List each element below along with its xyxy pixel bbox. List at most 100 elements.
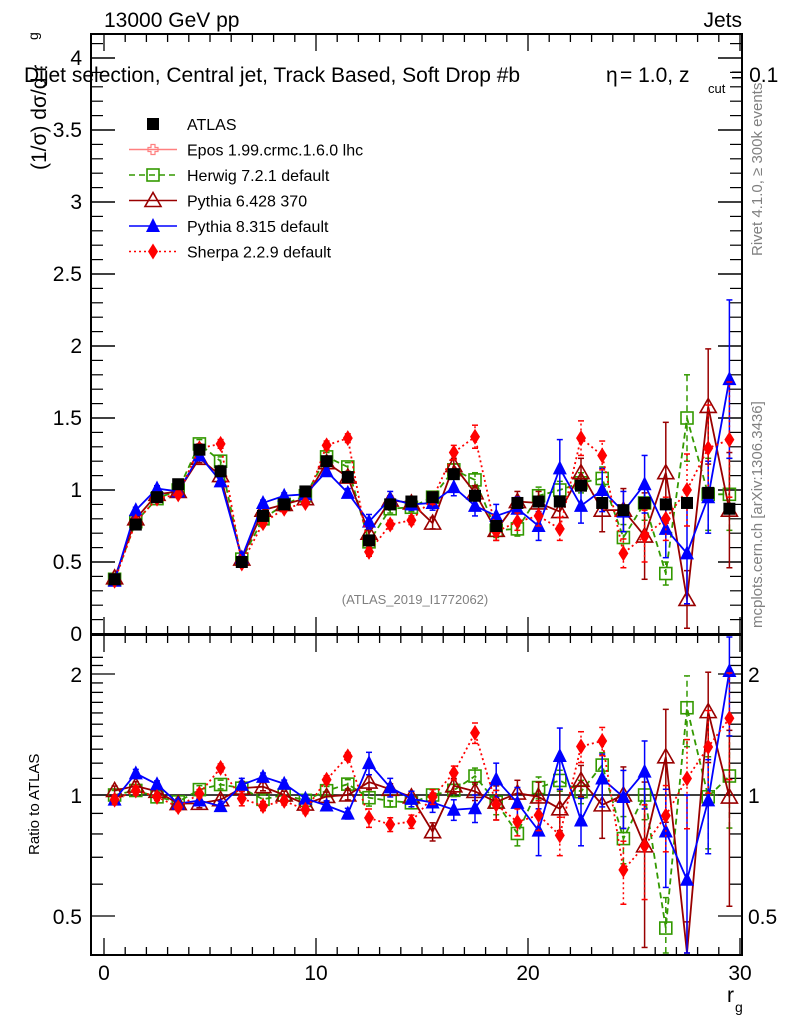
legend: ATLAS Epos 1.99.crmc.1.6.0 lhc Herwig 7.2.…	[129, 117, 363, 262]
main-y-tick-label: 2.5	[53, 263, 82, 286]
data-point	[362, 755, 376, 770]
ratio-y-label: Ratio to ATLAS	[26, 754, 43, 855]
data-point	[722, 371, 737, 386]
data-point	[720, 787, 739, 804]
data-point	[554, 827, 565, 844]
data-point	[637, 763, 652, 778]
data-point	[338, 785, 358, 802]
data-point	[658, 566, 673, 581]
main-y-label-sub: g	[25, 32, 41, 40]
data-point	[277, 775, 292, 790]
data-point	[362, 790, 376, 805]
data-point	[597, 447, 608, 464]
data-point	[128, 502, 143, 517]
legend-marker	[148, 243, 158, 260]
data-point	[446, 801, 461, 816]
data-point	[703, 739, 714, 756]
data-point	[511, 496, 524, 509]
legend-label: Sherpa 2.2.9 default	[187, 245, 332, 262]
data-point	[698, 396, 718, 414]
data-point	[278, 498, 291, 511]
data-point	[109, 791, 120, 808]
subtitle-sub: cut	[708, 81, 726, 96]
ratio-panel: 0.5 0.5 1 1 2 2 0 10 20 30	[53, 634, 777, 985]
data-point	[300, 494, 311, 511]
series-sherpa-2-2-9-default	[109, 672, 735, 905]
data-point	[213, 473, 228, 488]
data-point	[173, 799, 184, 816]
data-point	[321, 437, 332, 454]
data-point	[299, 485, 312, 498]
data-point	[529, 787, 548, 804]
series-line	[113, 378, 731, 581]
legend-entry: Epos 1.99.crmc.1.6.0 lhc	[129, 143, 363, 160]
data-point	[550, 799, 570, 816]
data-point	[364, 543, 374, 560]
data-point	[680, 411, 694, 425]
data-point	[194, 785, 205, 802]
analysis-watermark: (ATLAS_2019_I1772062)	[342, 592, 488, 607]
series-line	[114, 717, 731, 872]
rivet-label: Rivet 4.1.0, ≥ 300k events	[749, 83, 766, 256]
data-point	[319, 463, 334, 478]
ratio-y-tick-label: 2	[70, 664, 82, 687]
data-point	[490, 520, 503, 532]
data-point	[658, 921, 673, 935]
data-point	[616, 831, 631, 846]
data-point	[151, 491, 163, 504]
data-point	[256, 768, 270, 783]
data-point	[681, 496, 693, 509]
legend-marker	[143, 190, 163, 208]
legend-entry: Pythia 8.315 default	[129, 218, 329, 236]
data-point	[552, 460, 567, 475]
mcplots-label: mcplots.cern.ch [arXiv:1306.3436]	[749, 401, 766, 628]
data-point	[592, 500, 612, 517]
data-point	[150, 480, 164, 495]
main-y-label-text: (1/σ) dσ/d r	[28, 65, 51, 170]
data-point	[340, 484, 355, 499]
data-point	[258, 797, 268, 814]
data-point	[342, 430, 353, 447]
legend-entry: Sherpa 2.2.9 default	[129, 243, 332, 262]
data-point	[533, 507, 544, 524]
main-panel: 0 0.5 1 1.5 2 2.5 3 3.5 4	[53, 33, 743, 646]
data-point	[213, 798, 228, 813]
series-pythia-6-428-370	[105, 671, 739, 954]
data-point	[341, 471, 354, 484]
ratio-y-tick-label: 1	[70, 785, 82, 808]
data-point	[533, 807, 544, 824]
x-tick-label: 20	[516, 962, 539, 985]
data-point	[682, 770, 692, 787]
main-y-label: (1/σ) dσ/d r g	[25, 32, 51, 170]
data-point	[423, 513, 442, 530]
data-point	[489, 507, 504, 522]
legend-label: Epos 1.99.crmc.1.6.0 lhc	[187, 143, 363, 160]
x-label-sub: g	[735, 999, 743, 1015]
ratio-y-tick-label: 0.5	[53, 906, 82, 929]
series-herwig-7-2-1-default	[107, 374, 737, 587]
data-point	[595, 482, 610, 496]
data-point	[277, 487, 292, 502]
data-point	[405, 495, 418, 508]
data-point	[444, 776, 464, 793]
x-tick-label: 0	[98, 962, 110, 985]
data-point	[532, 495, 545, 508]
legend-label: Pythia 8.315 default	[187, 219, 329, 236]
data-point	[215, 435, 226, 452]
main-series	[105, 299, 739, 629]
data-point	[682, 482, 692, 498]
data-point	[722, 663, 737, 678]
data-point	[656, 747, 676, 764]
main-y-tick-label: 0	[70, 623, 82, 646]
data-point	[660, 510, 671, 527]
series-line	[113, 670, 731, 883]
data-point	[406, 512, 417, 529]
main-y-tick-label: 3.5	[53, 119, 82, 142]
data-point	[510, 794, 525, 809]
data-point	[359, 772, 379, 789]
data-point	[214, 465, 227, 478]
data-point	[173, 486, 184, 503]
data-point	[152, 788, 162, 805]
data-point	[448, 764, 459, 781]
